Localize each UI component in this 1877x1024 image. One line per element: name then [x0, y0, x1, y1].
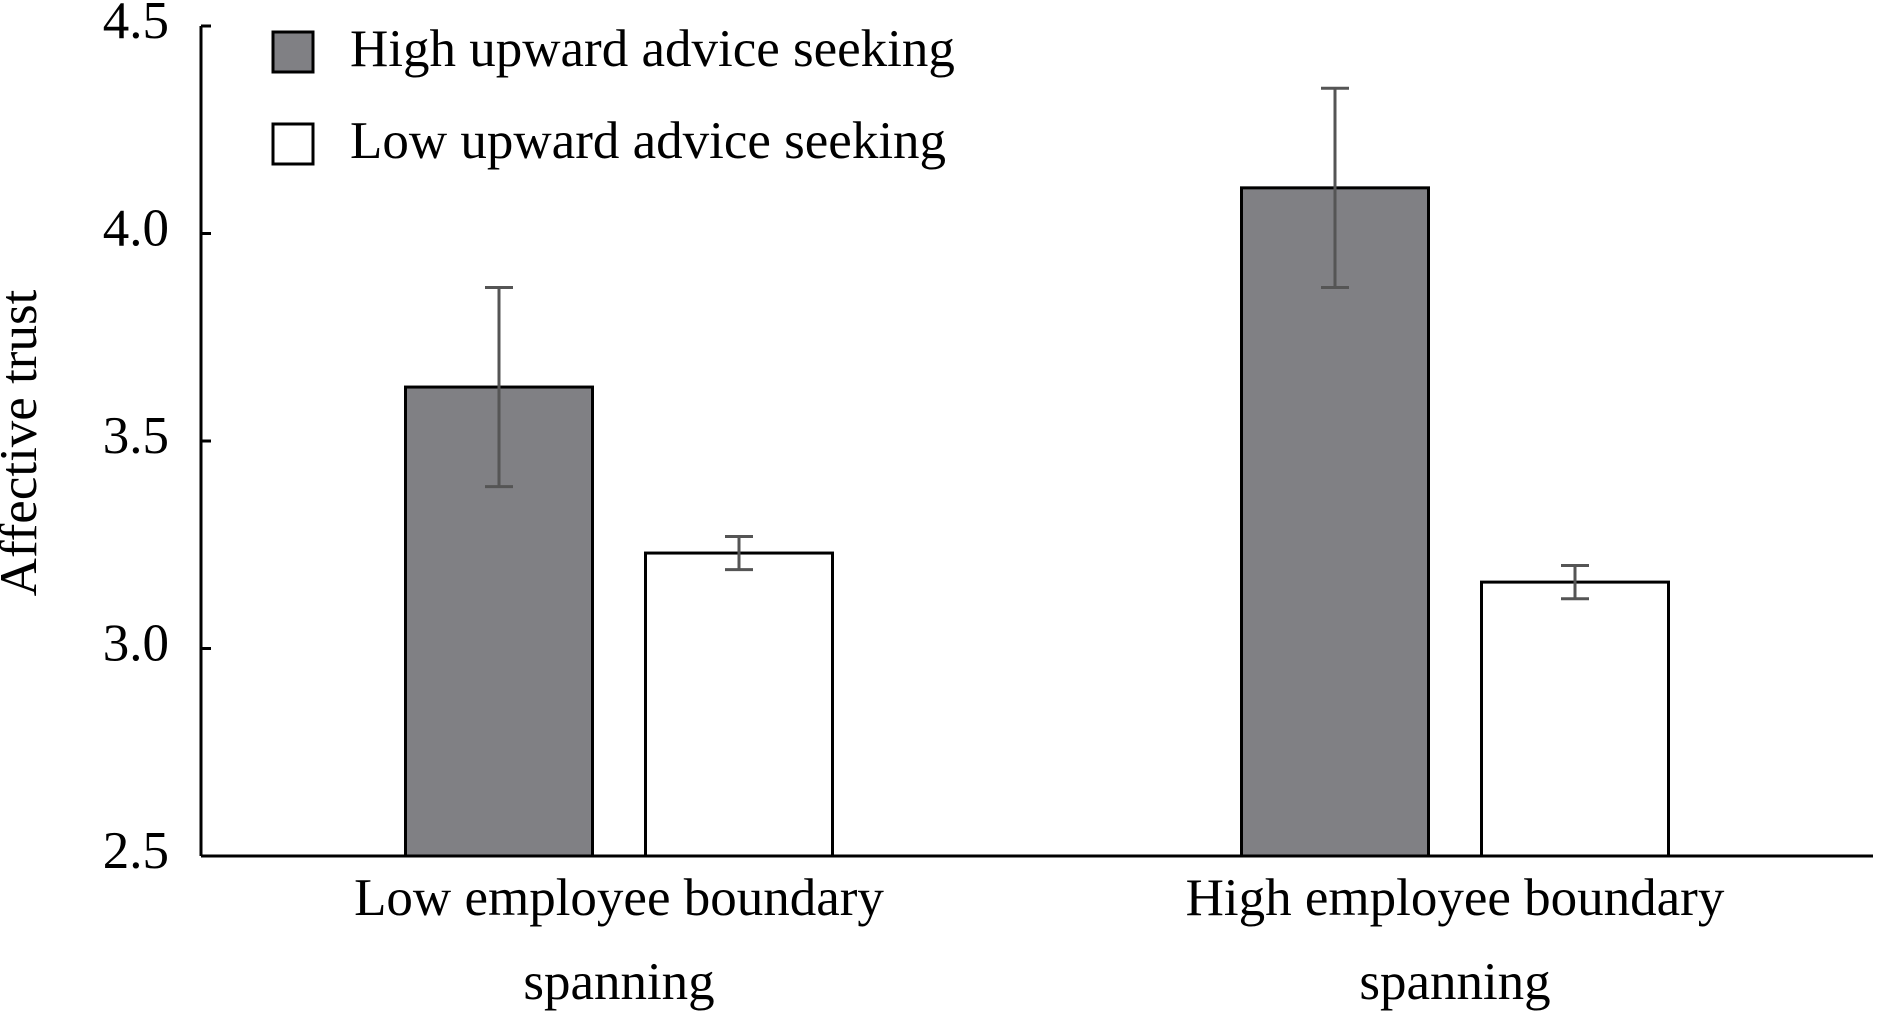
- legend-label: High upward advice seeking: [350, 20, 955, 78]
- error-bar: [485, 285, 513, 489]
- y-tick-label: 3.5: [103, 407, 169, 465]
- legend-swatch: [271, 122, 315, 166]
- x-tick-label: High employee boundary spanning: [1185, 869, 1725, 1011]
- error-bar: [1561, 564, 1589, 601]
- y-tick-label: 4.0: [103, 200, 169, 258]
- y-tick-label: 4.5: [103, 0, 169, 50]
- legend-label: Low upward advice seeking: [350, 112, 946, 170]
- y-tick-label: 3.0: [103, 615, 169, 673]
- y-tick-label: 2.5: [103, 822, 169, 880]
- y-axis-label: Affective trust: [0, 289, 48, 596]
- error-bar: [1321, 86, 1349, 289]
- bar: [1240, 186, 1430, 858]
- x-tick-label: Low employee boundary spanning: [354, 869, 884, 1011]
- error-bar: [725, 534, 753, 572]
- bar: [644, 551, 834, 858]
- legend-swatch: [271, 30, 315, 74]
- bar: [1480, 580, 1670, 858]
